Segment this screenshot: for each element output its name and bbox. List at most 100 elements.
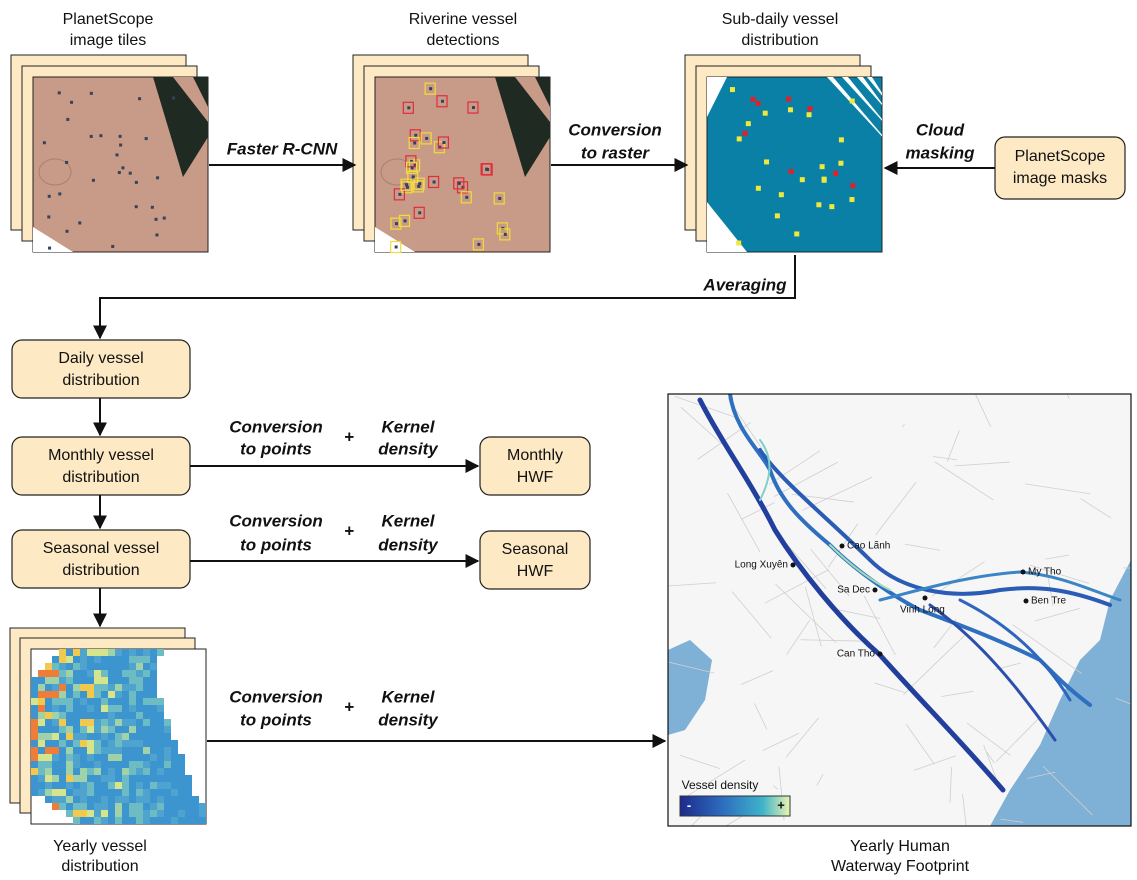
road: [804, 586, 822, 647]
cell: [94, 698, 101, 705]
cell: [31, 789, 38, 796]
cell: [45, 789, 52, 796]
river: [928, 603, 1057, 742]
cell: [185, 796, 192, 803]
road: [934, 461, 994, 501]
cell: [94, 761, 101, 768]
cell: [136, 817, 143, 824]
cell: [129, 719, 136, 726]
cell: [157, 761, 164, 768]
detection: [420, 132, 432, 145]
cell: [122, 761, 129, 768]
cell: [80, 817, 87, 824]
label: image tiles: [70, 32, 146, 49]
cell: [115, 656, 122, 663]
detection: [398, 214, 411, 227]
cell: [38, 698, 45, 705]
cell: [59, 726, 66, 733]
road: [875, 482, 917, 536]
mask: [867, 77, 882, 96]
cell: [101, 775, 108, 782]
cell: [143, 761, 150, 768]
cell: [94, 649, 101, 656]
vessel: [485, 167, 489, 171]
cell: [101, 656, 108, 663]
cell: [192, 810, 199, 817]
cell: [764, 159, 770, 165]
cell: [80, 747, 87, 754]
cell: [136, 698, 143, 705]
cell: [52, 698, 59, 705]
box: [11, 339, 191, 399]
cell: [73, 698, 80, 705]
vessel: [89, 134, 93, 138]
vessel: [413, 163, 417, 167]
cell: [38, 691, 45, 698]
cell: [171, 754, 178, 761]
cell: [178, 789, 185, 796]
cell: [80, 656, 87, 663]
cell: [101, 663, 108, 670]
cell: [73, 726, 80, 733]
cell: [143, 754, 150, 761]
cell: [157, 796, 164, 803]
cell: [143, 712, 150, 719]
cell: [94, 719, 101, 726]
cell: [101, 719, 108, 726]
road: [1045, 554, 1070, 560]
op-label: to points: [240, 439, 312, 458]
cell: [115, 719, 122, 726]
road: [764, 569, 830, 604]
cell: [122, 747, 129, 754]
cell: [31, 719, 38, 726]
cell: [178, 796, 185, 803]
cell: [129, 761, 136, 768]
cell: [788, 169, 794, 175]
cell: [164, 719, 171, 726]
cell: [101, 691, 108, 698]
vessel: [155, 233, 159, 237]
cell: [108, 761, 115, 768]
cell: [178, 754, 185, 761]
cell: [31, 775, 38, 782]
cell: [171, 740, 178, 747]
cell: [45, 698, 52, 705]
cell: [73, 789, 80, 796]
vessel: [118, 134, 122, 138]
cell: [31, 684, 38, 691]
cell: [778, 192, 784, 198]
cell: [52, 789, 59, 796]
cell: [52, 803, 59, 810]
detection: [460, 191, 472, 204]
cell: [829, 204, 835, 210]
cell: [101, 726, 108, 733]
cell: [136, 789, 143, 796]
box-label: PlanetScope: [1015, 148, 1106, 165]
cell: [115, 698, 122, 705]
yearly-stack: [9, 627, 207, 825]
cell: [52, 754, 59, 761]
cell: [157, 726, 164, 733]
cell: [136, 649, 143, 656]
cell: [73, 796, 80, 803]
road: [962, 793, 967, 826]
city-dot: [790, 562, 796, 568]
city-label: Cao Lãnh: [847, 541, 890, 552]
cell: [87, 726, 94, 733]
cell: [108, 733, 115, 740]
box: [479, 436, 591, 496]
cell: [115, 691, 122, 698]
cell: [143, 691, 150, 698]
cell: [87, 733, 94, 740]
vessel: [48, 246, 52, 250]
cell: [157, 733, 164, 740]
cell: [129, 817, 136, 824]
vessel: [471, 106, 475, 110]
cell: [94, 817, 101, 824]
cell: [38, 740, 45, 747]
cell: [122, 768, 129, 775]
vessel: [117, 171, 121, 175]
vessel: [405, 185, 409, 189]
cell: [73, 817, 80, 824]
road: [762, 733, 799, 751]
